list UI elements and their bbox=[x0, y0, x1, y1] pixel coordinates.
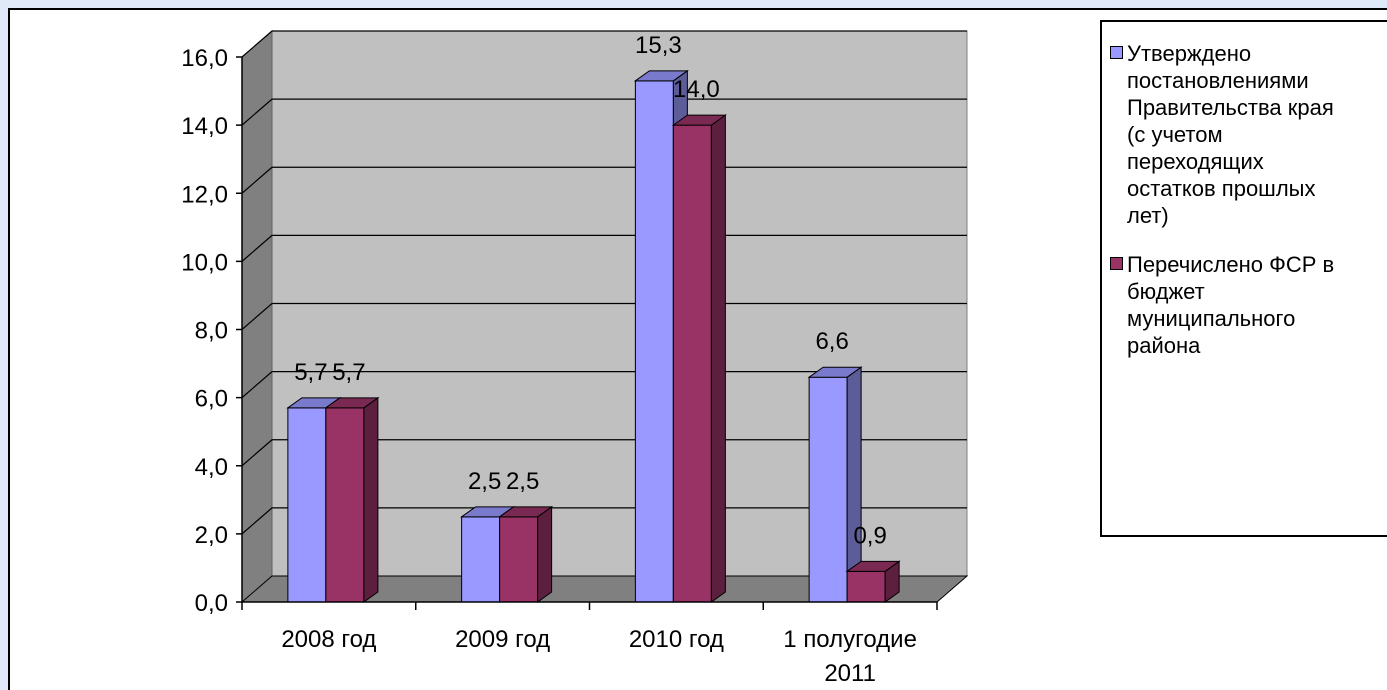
gridline bbox=[241, 98, 967, 126]
data-labels: 5,7 5,7 2,5 2,5 15,3 14,0 6,6 0,9 bbox=[294, 32, 887, 550]
bar-top bbox=[498, 506, 554, 518]
data-label-1-4: 6,6 bbox=[815, 328, 848, 355]
bar-top bbox=[633, 70, 689, 82]
bar-front bbox=[287, 407, 327, 603]
data-label-1-2: 2,5 bbox=[468, 468, 501, 495]
bar-front bbox=[461, 516, 501, 603]
gridline bbox=[241, 234, 967, 262]
legend-item-series-1: Утверждено постановлениями Правительства… bbox=[1110, 40, 1387, 229]
data-label-2-2: 2,5 bbox=[506, 468, 539, 495]
bar-1-4 bbox=[807, 366, 863, 603]
y-tick-label: 6,0 bbox=[195, 386, 228, 413]
data-label-1-1: 5,7 bbox=[294, 359, 327, 386]
bar-side bbox=[710, 114, 726, 603]
bar-front bbox=[808, 376, 848, 603]
bar-front bbox=[672, 124, 712, 603]
bar-2-1 bbox=[324, 396, 380, 603]
x-tick-label: 1 полугодие bbox=[783, 626, 917, 653]
bar-2-3 bbox=[671, 114, 727, 603]
y-axis: 0,0 2,0 4,0 6,0 8,0 10,0 12,0 14,0 16,0 bbox=[181, 45, 243, 617]
x-tick-label: 2011 bbox=[824, 660, 876, 687]
x-tick-label: 2008 год bbox=[281, 626, 376, 653]
legend-item-series-2: Перечислено ФСР в бюджет муниципального … bbox=[1110, 251, 1387, 359]
bar-2-2 bbox=[498, 505, 554, 603]
gridline bbox=[241, 30, 967, 58]
data-label-2-4: 0,9 bbox=[853, 522, 886, 549]
bar-front bbox=[499, 516, 539, 603]
gridline bbox=[241, 507, 967, 535]
chart-plot: 0,0 2,0 4,0 6,0 8,0 10,0 12,0 14,0 16,0 5,7 5,7 2,… bbox=[181, 29, 969, 687]
data-label-1-3: 15,3 bbox=[635, 32, 682, 59]
y-tick-label: 4,0 bbox=[195, 454, 228, 481]
bar-top bbox=[671, 114, 727, 126]
gridline bbox=[241, 302, 967, 330]
y-tick-label: 10,0 bbox=[181, 249, 228, 276]
y-tick-label: 16,0 bbox=[181, 45, 228, 72]
bar-front bbox=[846, 570, 886, 603]
legend-swatch-series-2 bbox=[1110, 257, 1123, 270]
gridline bbox=[241, 439, 967, 467]
y-tick-label: 0,0 bbox=[195, 590, 228, 617]
bar-top bbox=[807, 366, 863, 378]
gridlines bbox=[241, 30, 967, 535]
y-tick-label: 14,0 bbox=[181, 113, 228, 140]
y-tick-label: 2,0 bbox=[195, 522, 228, 549]
gridline bbox=[241, 371, 967, 399]
legend: Утверждено постановлениями Правительства… bbox=[1100, 20, 1387, 537]
x-axis: 2008 год 2009 год 2010 год 1 полугодие 2011 bbox=[241, 601, 938, 687]
bars bbox=[286, 69, 901, 603]
bar-top bbox=[324, 397, 380, 409]
x-tick-label: 2010 год bbox=[629, 626, 724, 653]
x-tick-label: 2009 год bbox=[455, 626, 550, 653]
bar-front bbox=[325, 407, 365, 603]
legend-label-series-1: Утверждено постановлениями Правительства… bbox=[1127, 41, 1334, 228]
bar-side bbox=[363, 396, 379, 603]
legend-swatch-series-1 bbox=[1110, 46, 1123, 59]
data-label-2-3: 14,0 bbox=[673, 76, 720, 103]
bar-2-4 bbox=[845, 560, 901, 603]
data-label-2-1: 5,7 bbox=[332, 359, 365, 386]
bar-side bbox=[537, 505, 553, 603]
y-tick-label: 12,0 bbox=[181, 181, 228, 208]
y-tick-label: 8,0 bbox=[195, 318, 228, 345]
gridline bbox=[241, 166, 967, 194]
bar-top bbox=[845, 560, 901, 572]
bar-front bbox=[634, 80, 674, 603]
legend-label-series-2: Перечислено ФСР в бюджет муниципального … bbox=[1127, 252, 1335, 358]
